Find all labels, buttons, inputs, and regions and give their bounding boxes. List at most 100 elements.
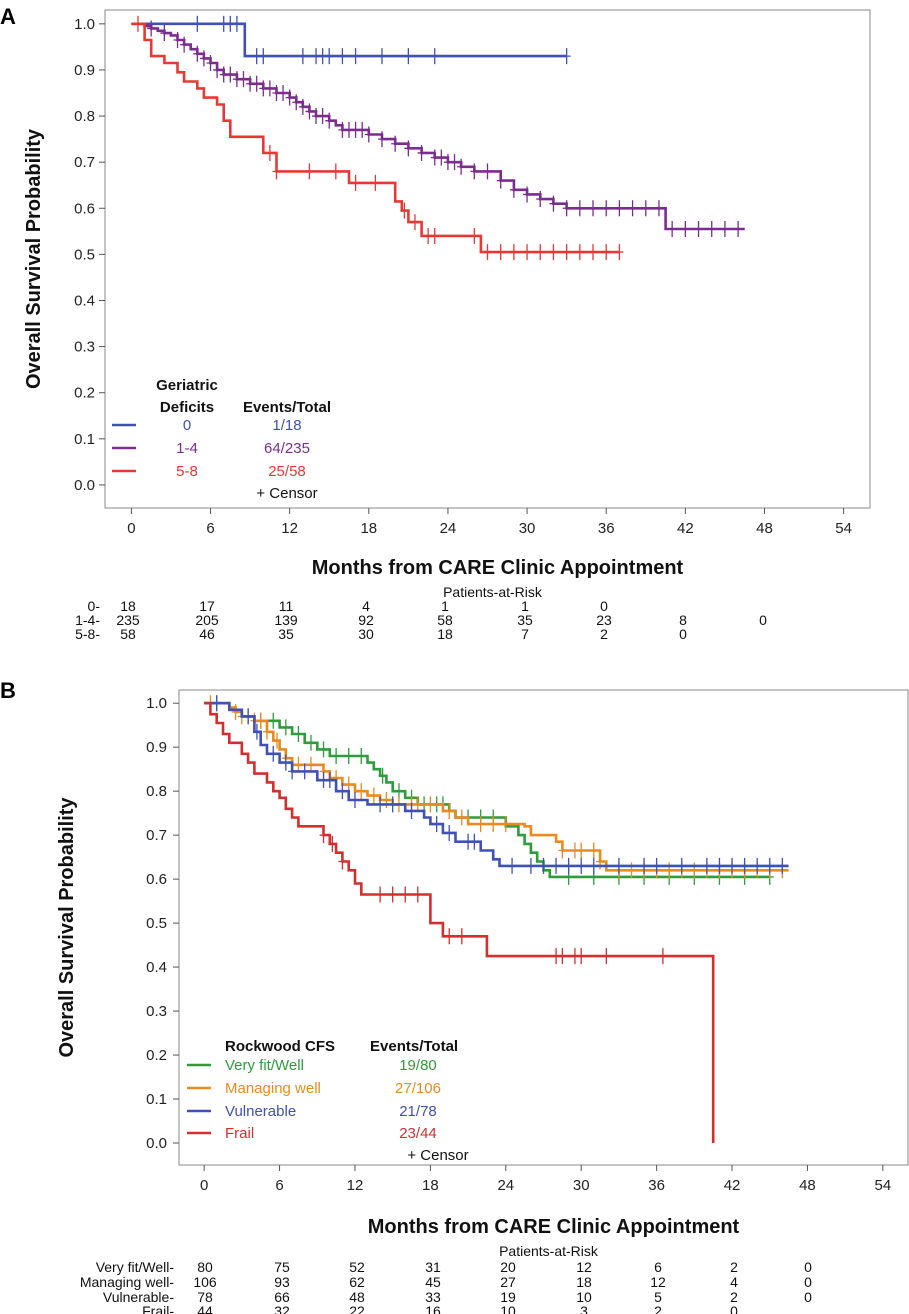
risk-count: 23 — [596, 612, 612, 628]
censor-mark — [256, 712, 265, 729]
censor-mark — [652, 857, 661, 874]
risk-count: 32 — [274, 1303, 290, 1314]
series-very-fit-well — [204, 695, 774, 885]
risk-count: 4 — [730, 1274, 738, 1290]
censor-mark — [265, 80, 274, 97]
censor-mark — [377, 48, 386, 65]
censor-mark — [432, 816, 441, 833]
censor-mark — [281, 754, 290, 771]
censor-mark — [549, 244, 558, 261]
x-tick-label: 0 — [127, 520, 135, 537]
x-tick-label: 48 — [756, 520, 773, 537]
censor-mark — [615, 244, 624, 261]
legend-censor-label: + Censor — [407, 1147, 468, 1164]
censor-mark — [404, 48, 413, 65]
censor-mark — [558, 948, 567, 965]
censor-mark — [539, 857, 548, 874]
censor-mark — [212, 695, 221, 712]
x-tick-label: 24 — [497, 1177, 514, 1194]
censor-mark — [437, 149, 446, 166]
risk-row-label: Very fit/Well- — [96, 1259, 175, 1275]
censor-mark — [285, 89, 294, 106]
censor-mark — [226, 66, 235, 83]
x-tick-label: 30 — [573, 1177, 590, 1194]
risk-count: 0 — [730, 1303, 738, 1314]
censor-mark — [305, 103, 314, 120]
censor-mark — [470, 163, 479, 180]
censor-mark — [523, 186, 532, 203]
risk-count: 18 — [437, 626, 453, 642]
survival-curve — [204, 701, 770, 879]
censor-mark — [765, 857, 774, 874]
risk-count: 78 — [197, 1289, 213, 1305]
censor-mark — [376, 886, 385, 903]
series-1-4 — [131, 20, 745, 238]
censor-mark — [272, 163, 281, 180]
censor-mark — [358, 121, 367, 138]
y-tick-label: 0.4 — [146, 959, 167, 976]
censor-mark — [305, 163, 314, 180]
risk-count: 19 — [500, 1289, 516, 1305]
censor-mark — [615, 200, 624, 217]
censor-mark — [328, 835, 337, 852]
y-tick-label: 0.0 — [74, 477, 95, 494]
x-tick-label: 48 — [799, 1177, 816, 1194]
censor-mark — [407, 802, 416, 819]
censor-mark — [232, 15, 241, 32]
risk-count: 30 — [358, 626, 374, 642]
x-tick-label: 36 — [598, 520, 615, 537]
censor-mark — [549, 195, 558, 212]
y-tick-label: 0.9 — [146, 739, 167, 756]
censor-mark — [388, 796, 397, 813]
y-tick-label: 0.8 — [146, 783, 167, 800]
legend: Geriatric Deficits Events/Total 0 1/18 1-4 64/… — [112, 377, 331, 502]
legend-events-total: 64/235 — [264, 440, 310, 457]
censor-mark — [577, 857, 586, 874]
censor-mark — [193, 15, 202, 32]
censor-mark — [338, 48, 347, 65]
censor-mark — [552, 857, 561, 874]
risk-count: 48 — [349, 1289, 365, 1305]
censor-mark — [523, 244, 532, 261]
y-tick-label: 0.0 — [146, 1135, 167, 1152]
risk-count: 205 — [195, 612, 219, 628]
censor-mark — [388, 886, 397, 903]
y-tick-label: 0.1 — [146, 1091, 167, 1108]
risk-count: 35 — [517, 612, 533, 628]
series-managing-well — [204, 695, 789, 879]
risk-count: 0 — [804, 1274, 812, 1290]
censor-mark — [536, 191, 545, 208]
legend-events-total: 21/78 — [399, 1103, 437, 1120]
risk-count: 235 — [116, 612, 140, 628]
plot-frame — [104, 9, 871, 509]
censor-mark — [558, 842, 567, 859]
risk-count: 58 — [437, 612, 453, 628]
risk-count: 93 — [274, 1274, 290, 1290]
x-tick-label: 54 — [835, 520, 852, 537]
censor-mark — [199, 50, 208, 67]
risk-row-label: 0- — [88, 598, 101, 614]
censor-mark — [562, 244, 571, 261]
legend-header-line: Deficits — [160, 399, 214, 416]
risk-count: 46 — [199, 626, 215, 642]
censor-mark — [319, 827, 328, 844]
censor-mark — [778, 857, 787, 874]
censor-mark — [577, 842, 586, 859]
censor-mark — [658, 948, 667, 965]
censor-mark — [734, 221, 743, 238]
risk-table-title: Patients-at-Risk — [499, 1243, 599, 1259]
censor-mark — [509, 244, 518, 261]
legend-group-label: Managing well — [225, 1080, 321, 1097]
censor-mark — [404, 140, 413, 157]
risk-count: 52 — [349, 1259, 365, 1275]
censor-mark — [753, 857, 762, 874]
censor-mark — [562, 48, 571, 65]
censor-mark — [694, 221, 703, 238]
censor-mark — [160, 25, 169, 42]
censor-mark — [273, 732, 282, 749]
censor-mark — [602, 244, 611, 261]
legend-events-total: 23/44 — [399, 1125, 437, 1142]
censor-mark — [640, 857, 649, 874]
y-tick-label: 0.5 — [74, 246, 95, 263]
